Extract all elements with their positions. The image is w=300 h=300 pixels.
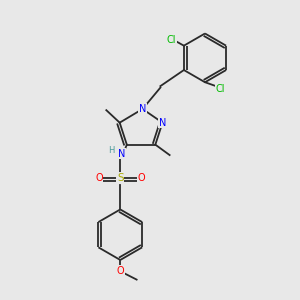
Text: O: O bbox=[95, 173, 103, 183]
Text: N: N bbox=[159, 118, 166, 128]
Text: Cl: Cl bbox=[216, 84, 225, 94]
Text: N: N bbox=[139, 104, 146, 114]
Text: Cl: Cl bbox=[167, 35, 176, 45]
Text: O: O bbox=[138, 173, 146, 183]
Text: N: N bbox=[118, 148, 125, 159]
Text: H: H bbox=[108, 146, 115, 154]
Text: S: S bbox=[117, 173, 124, 183]
Text: O: O bbox=[116, 266, 124, 276]
